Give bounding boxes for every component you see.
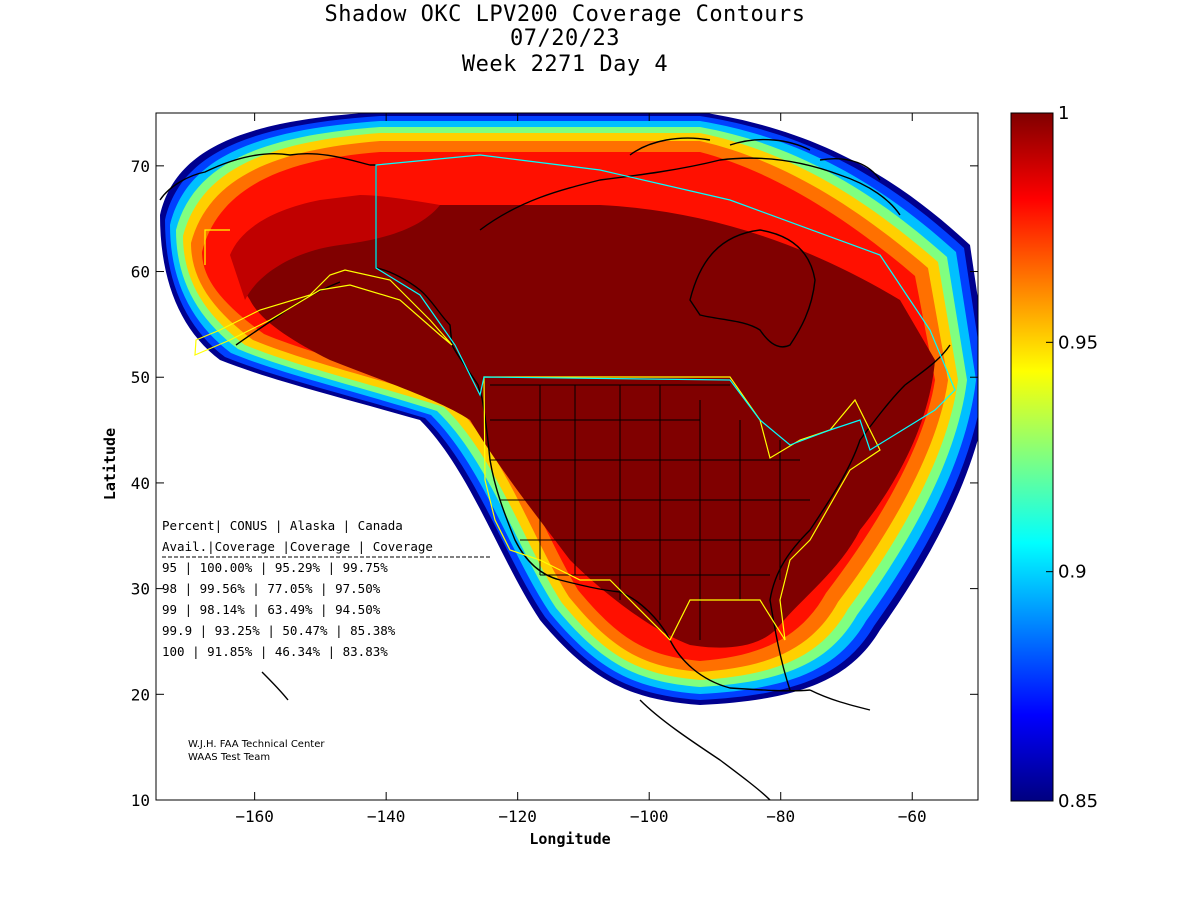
y-tick-label: 20 bbox=[131, 685, 150, 704]
y-tick-label: 30 bbox=[131, 580, 150, 599]
credit-line-1: W.J.H. FAA Technical Center bbox=[188, 739, 325, 750]
y-tick-label: 60 bbox=[131, 263, 150, 282]
chart-week: Week 2271 Day 4 bbox=[461, 52, 669, 77]
x-tick-label: −160 bbox=[235, 807, 274, 826]
coverage-stats-table: Percent| CONUS | Alaska | Canada Avail.|… bbox=[162, 518, 490, 659]
credit-line-2: WAAS Test Team bbox=[188, 752, 270, 763]
contour-band-0.995 bbox=[230, 195, 440, 300]
table-row: 99.9 | 93.25% | 50.47% | 85.38% bbox=[162, 623, 396, 638]
colorbar: 1 0.95 0.9 0.85 bbox=[1010, 103, 1098, 812]
colorbar-ticks: 1 0.95 0.9 0.85 bbox=[1046, 103, 1098, 812]
contour-band-1.0 bbox=[238, 205, 936, 648]
table-row: 95 | 100.00% | 95.29% | 99.75% bbox=[162, 560, 388, 575]
x-tick-label: −100 bbox=[630, 807, 669, 826]
table-row: 98 | 99.56% | 77.05% | 97.50% bbox=[162, 581, 381, 596]
y-tick-label: 50 bbox=[131, 368, 150, 387]
table-header-1: Percent| CONUS | Alaska | Canada bbox=[162, 518, 403, 533]
table-header-2: Avail.|Coverage |Coverage | Coverage bbox=[162, 539, 433, 554]
y-ticks: 10 20 30 40 50 60 70 bbox=[131, 157, 978, 810]
colorbar-gradient bbox=[1010, 112, 1054, 802]
plot-frame: −160 −140 −120 −100 −80 −60 10 20 30 40 50 60 70 bbox=[131, 112, 979, 826]
colorbar-tick-label: 1 bbox=[1058, 103, 1069, 124]
colorbar-tick-label: 0.9 bbox=[1058, 562, 1087, 583]
x-axis-label: Longitude bbox=[529, 830, 611, 848]
state-borders bbox=[490, 384, 810, 640]
x-tick-label: −140 bbox=[367, 807, 406, 826]
y-tick-label: 10 bbox=[131, 791, 150, 810]
chart-title: Shadow OKC LPV200 Coverage Contours bbox=[324, 2, 806, 27]
alaska-service-volume bbox=[194, 229, 453, 356]
x-tick-label: −120 bbox=[498, 807, 537, 826]
x-ticks: −160 −140 −120 −100 −80 −60 bbox=[235, 113, 927, 826]
service-volumes bbox=[194, 154, 956, 642]
conus-service-volume bbox=[483, 376, 881, 642]
table-row: 99 | 98.14% | 63.49% | 94.50% bbox=[162, 602, 381, 617]
y-tick-label: 70 bbox=[131, 157, 150, 176]
canada-service-volume bbox=[375, 154, 956, 451]
colorbar-tick-label: 0.85 bbox=[1058, 791, 1098, 812]
x-tick-label: −60 bbox=[898, 807, 927, 826]
x-tick-label: −80 bbox=[766, 807, 795, 826]
y-tick-label: 40 bbox=[131, 474, 150, 493]
colorbar-tick-label: 0.95 bbox=[1058, 332, 1098, 353]
y-axis-label: Latitude bbox=[101, 427, 119, 501]
table-row: 100 | 91.85% | 46.34% | 83.83% bbox=[162, 644, 388, 659]
chart-date: 07/20/23 bbox=[510, 26, 620, 51]
